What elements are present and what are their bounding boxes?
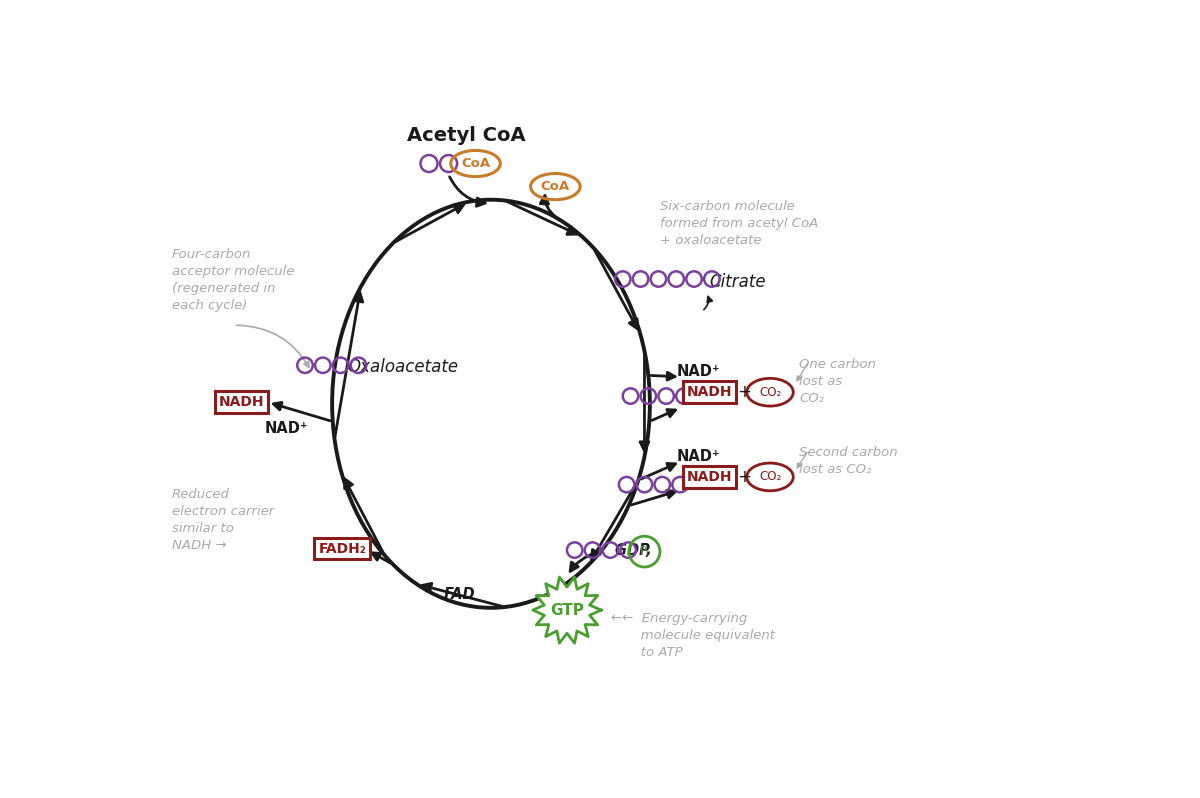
- Text: CoA: CoA: [461, 157, 490, 170]
- Text: GTP: GTP: [550, 602, 584, 618]
- Text: NAD⁺: NAD⁺: [265, 421, 308, 436]
- Text: NADH: NADH: [686, 385, 732, 399]
- Polygon shape: [533, 577, 601, 643]
- Text: Oxaloacetate: Oxaloacetate: [348, 358, 458, 376]
- Text: Four-carbon
acceptor molecule
(regenerated in
each cycle): Four-carbon acceptor molecule (regenerat…: [172, 248, 294, 312]
- Text: CO₂: CO₂: [758, 385, 781, 399]
- Text: ←←  Energy-carrying
       molecule equivalent
       to ATP: ←← Energy-carrying molecule equivalent t…: [611, 611, 775, 658]
- Text: Six-carbon molecule
formed from acetyl CoA
+ oxaloacetate: Six-carbon molecule formed from acetyl C…: [660, 200, 818, 247]
- Text: Second carbon
lost as CO₂: Second carbon lost as CO₂: [799, 446, 898, 476]
- Text: Citrate: Citrate: [709, 273, 766, 291]
- Text: NAD⁺: NAD⁺: [677, 364, 721, 379]
- Text: One carbon
lost as
CO₂: One carbon lost as CO₂: [799, 358, 876, 405]
- Text: NADH: NADH: [218, 395, 264, 409]
- Text: FAD: FAD: [444, 587, 476, 602]
- Text: Reduced
electron carrier
similar to
NADH →: Reduced electron carrier similar to NADH…: [172, 488, 274, 552]
- Text: CoA: CoA: [541, 180, 570, 193]
- Text: NADH: NADH: [686, 470, 732, 484]
- Text: +: +: [738, 468, 751, 486]
- Text: +: +: [738, 383, 751, 401]
- Text: CO₂: CO₂: [758, 470, 781, 484]
- Text: Pᵢ: Pᵢ: [640, 545, 649, 558]
- Text: GDP,: GDP,: [616, 543, 656, 558]
- Text: NAD⁺: NAD⁺: [677, 448, 721, 464]
- Text: Acetyl CoA: Acetyl CoA: [407, 126, 526, 145]
- Text: FADH₂: FADH₂: [318, 542, 366, 555]
